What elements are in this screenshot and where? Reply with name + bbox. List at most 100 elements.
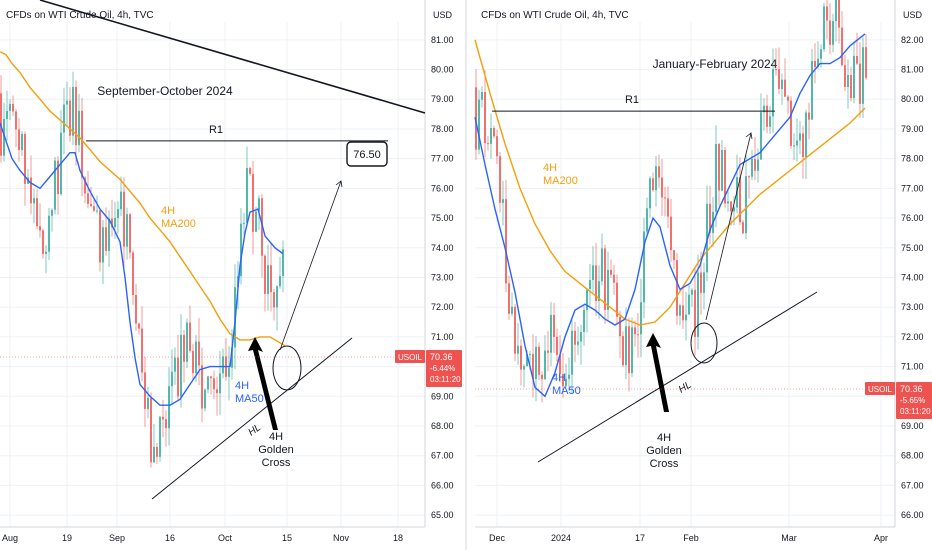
ma50-label: MA50 — [552, 385, 581, 397]
y-tick-label: 69.00 — [431, 391, 454, 401]
candle-body — [213, 378, 215, 390]
candle-body — [168, 386, 170, 429]
candle-body — [649, 178, 651, 209]
y-tick-label: 76.00 — [431, 183, 454, 193]
candle-body — [15, 111, 17, 130]
candle-body — [601, 248, 603, 282]
candle-body — [805, 112, 807, 158]
candle-body — [766, 105, 768, 127]
y-tick-label: 69.00 — [901, 421, 924, 431]
candle-body — [87, 193, 89, 204]
candle-body — [162, 416, 164, 420]
candle-body — [99, 210, 101, 263]
candle-body — [45, 251, 47, 254]
candle-body — [664, 197, 666, 199]
target-box — [346, 141, 388, 167]
candle-body — [517, 345, 519, 354]
projection-arrowhead — [335, 180, 343, 188]
y-tick-label: 82.00 — [901, 35, 924, 45]
candle-body — [661, 177, 663, 198]
candle-body — [547, 350, 549, 353]
candle-body — [700, 272, 702, 293]
candle-body — [643, 231, 645, 303]
candle-body — [565, 378, 567, 387]
candle-body — [847, 74, 849, 88]
price-tag-value: 70.36 — [430, 352, 453, 362]
candle-body — [174, 357, 176, 372]
candle-body — [721, 149, 723, 191]
price-tag — [896, 382, 932, 419]
x-tick-label: 17 — [635, 533, 645, 543]
candle-body — [520, 345, 522, 370]
candle-body — [667, 198, 669, 217]
y-tick-label: 66.00 — [901, 510, 924, 520]
candle-body — [177, 357, 179, 397]
candle-body — [228, 367, 230, 377]
candle-body — [685, 314, 687, 321]
candle-body — [796, 140, 798, 146]
price-tag-countdown: 03:11:20 — [900, 407, 931, 416]
candle-body — [484, 91, 486, 144]
candle-body — [246, 168, 248, 223]
candle-body — [754, 159, 756, 171]
ma50-line — [0, 122, 284, 406]
candle-body — [249, 168, 251, 174]
candle-body — [273, 292, 275, 308]
golden-cross-label: Cross — [650, 458, 679, 470]
candle-body — [84, 177, 86, 194]
x-tick-label: Mar — [781, 533, 797, 543]
candle-body — [90, 203, 92, 207]
x-tick-label: Oct — [218, 533, 233, 543]
candle-body — [3, 119, 5, 156]
candle-body — [243, 222, 245, 224]
candle-body — [538, 346, 540, 375]
candle-body — [730, 201, 732, 212]
y-tick-label: 68.00 — [901, 451, 924, 461]
price-tag-value: 70.36 — [900, 384, 923, 394]
candle-body — [604, 248, 606, 310]
candle-body — [541, 374, 543, 380]
candle-body — [511, 306, 513, 314]
candle-body — [682, 305, 684, 321]
golden-cross-arrow — [248, 337, 278, 430]
candle-body — [502, 199, 504, 203]
candle-body — [532, 354, 534, 379]
highlight-circle — [690, 322, 718, 364]
y-tick-label: 78.00 — [901, 154, 924, 164]
ma200-label: MA200 — [543, 175, 578, 187]
candle-body — [607, 269, 609, 310]
candle-body — [733, 207, 735, 212]
ma200-line — [474, 39, 866, 326]
candle-body — [853, 55, 855, 99]
candle-body — [132, 252, 134, 296]
candle-body — [66, 100, 68, 105]
candle-body — [865, 47, 867, 78]
candle-body — [619, 316, 621, 337]
currency-label: USD — [903, 10, 923, 20]
candle-body — [30, 177, 32, 204]
higher-low-trendline — [151, 337, 353, 500]
candle-body — [580, 331, 582, 342]
x-tick-label: Aug — [2, 533, 18, 543]
candle-body — [556, 336, 558, 355]
candle-body — [102, 227, 104, 263]
candle-body — [147, 397, 149, 409]
candle-body — [760, 112, 762, 160]
candle-body — [613, 274, 615, 283]
candle-body — [820, 49, 822, 59]
candle-body — [81, 110, 83, 178]
candle-body — [72, 86, 74, 136]
candle-body — [817, 58, 819, 67]
candle-body — [51, 209, 53, 216]
candle-body — [216, 389, 218, 394]
candle-body — [42, 230, 44, 254]
candle-body — [240, 223, 242, 277]
x-tick-label: 16 — [165, 533, 175, 543]
candle-body — [499, 156, 501, 203]
x-tick-label: 19 — [62, 533, 72, 543]
projection-arrow — [705, 132, 752, 321]
candle-body — [715, 143, 717, 212]
candle-body — [12, 103, 14, 112]
right-panel: 66.0067.0068.0069.0070.0071.0072.0073.00… — [474, 0, 932, 543]
